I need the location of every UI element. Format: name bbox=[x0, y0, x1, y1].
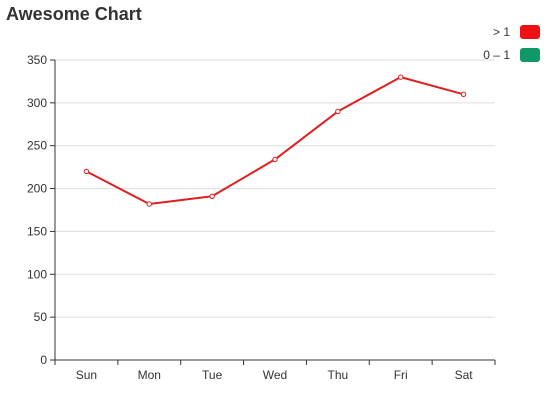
x-tick-label: Fri bbox=[394, 368, 408, 382]
y-tick-label: 350 bbox=[27, 53, 47, 67]
x-tick-label: Tue bbox=[202, 368, 223, 382]
chart-title: Awesome Chart bbox=[6, 4, 142, 24]
y-tick-label: 0 bbox=[40, 353, 47, 367]
y-tick-label: 150 bbox=[27, 224, 47, 238]
y-axis: 0 50 100 150 200 250 300 350 bbox=[27, 53, 56, 367]
x-tick-label: Wed bbox=[263, 368, 287, 382]
y-tick-label: 100 bbox=[27, 267, 47, 281]
x-tick-label: Sat bbox=[455, 368, 474, 382]
legend-label: > 1 bbox=[493, 25, 510, 39]
x-tick-label: Sun bbox=[76, 368, 97, 382]
series bbox=[83, 74, 467, 207]
data-point bbox=[209, 193, 215, 199]
y-tick-label: 50 bbox=[34, 310, 48, 324]
legend-swatch bbox=[520, 25, 540, 39]
x-tick-label: Mon bbox=[138, 368, 161, 382]
series-line bbox=[85, 76, 464, 205]
data-point bbox=[146, 201, 152, 207]
data-point bbox=[398, 74, 404, 80]
y-tick-label: 200 bbox=[27, 182, 47, 196]
x-axis: Sun Mon Tue Wed Thu Fri Sat bbox=[54, 359, 496, 382]
legend-swatch bbox=[520, 48, 540, 62]
data-point bbox=[335, 108, 341, 115]
data-point bbox=[272, 156, 278, 163]
grid-lines bbox=[55, 59, 495, 318]
y-tick-label: 300 bbox=[27, 96, 47, 110]
legend-label: 0 – 1 bbox=[483, 48, 510, 62]
x-tick-label: Thu bbox=[328, 368, 349, 382]
y-tick-label: 250 bbox=[27, 139, 47, 153]
data-point bbox=[83, 168, 90, 175]
data-point bbox=[460, 91, 467, 97]
legend: > 1 0 – 1 bbox=[483, 25, 540, 62]
